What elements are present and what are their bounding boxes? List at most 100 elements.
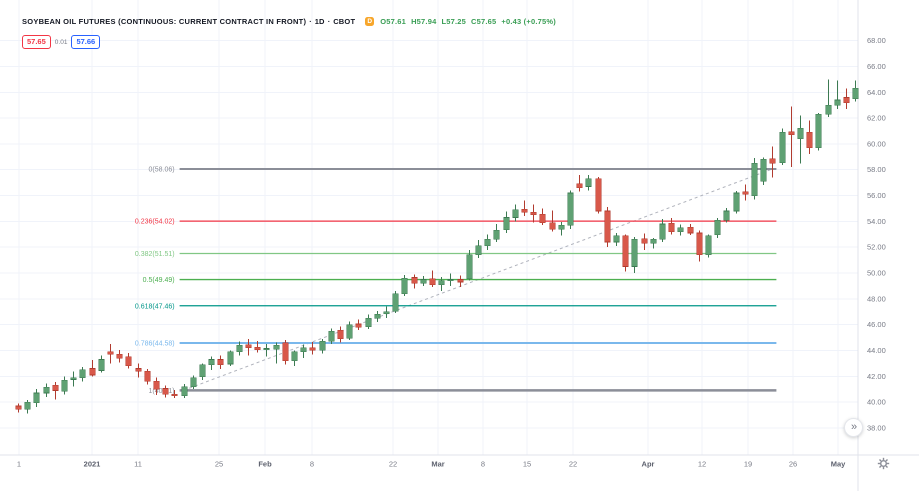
- candle-87: [815, 112, 822, 151]
- candle-83: [779, 128, 786, 166]
- candle-33: [319, 338, 326, 354]
- candle-59: [558, 222, 565, 236]
- candle-9: [98, 355, 105, 373]
- candle-86: [806, 120, 813, 155]
- fib-level-label-0.382: 0.382(51.51): [135, 251, 175, 258]
- time-axis-label: 2021: [84, 460, 101, 469]
- candle-67: [631, 236, 638, 273]
- exchange-label: CBOT: [333, 16, 356, 26]
- candle-1: [24, 400, 31, 414]
- time-axis-label: 19: [744, 460, 752, 469]
- time-axis-label: 26: [789, 460, 797, 469]
- candle-45: [429, 270, 436, 288]
- candle-12: [125, 353, 132, 369]
- fib-level-label-0.618: 0.618(47.46): [135, 303, 175, 310]
- price-axis-label: 50.00: [867, 269, 886, 278]
- candle-20: [199, 363, 206, 381]
- candle-48: [457, 275, 464, 288]
- candle-49: [466, 249, 473, 281]
- candle-44: [420, 276, 427, 286]
- fib-retracement[interactable]: 0(58.06) 0.236(54.02) 0.382(51.51) 0.5(49.4…: [135, 166, 777, 395]
- candle-15: [153, 377, 160, 395]
- candle-11: [116, 349, 123, 363]
- candle-79: [742, 184, 749, 201]
- candle-2: [33, 389, 40, 408]
- price-axis-label: 52.00: [867, 243, 886, 252]
- candle-75: [705, 234, 712, 258]
- time-axis-label: 12: [698, 460, 706, 469]
- candle-62: [585, 174, 592, 191]
- candle-5: [61, 376, 68, 395]
- candle-65: [613, 232, 620, 246]
- high-value: H57.94: [411, 16, 437, 26]
- candle-90: [843, 88, 850, 110]
- time-axis-label: May: [831, 460, 846, 469]
- candle-63: [595, 176, 602, 214]
- candle-77: [723, 207, 730, 223]
- candles-layer: [15, 79, 859, 414]
- candle-8: [89, 360, 96, 377]
- sell-button[interactable]: 57.65: [22, 35, 51, 49]
- go-to-realtime-button[interactable]: »: [844, 418, 863, 437]
- time-axis-label: 1: [17, 460, 21, 469]
- price-axis-label: 66.00: [867, 62, 886, 71]
- candle-14: [144, 369, 151, 385]
- time-axis-label: 11: [134, 460, 142, 469]
- legend-separator: ·: [327, 16, 331, 26]
- candle-72: [677, 224, 684, 236]
- time-axis-label: 15: [523, 460, 531, 469]
- time-axis-label: 22: [389, 460, 397, 469]
- candle-84: [788, 106, 795, 168]
- time-axis-label: 8: [310, 460, 314, 469]
- candle-41: [392, 291, 399, 314]
- delayed-data-badge[interactable]: D: [365, 16, 375, 26]
- candle-89: [834, 80, 841, 110]
- legend-title-row[interactable]: SOYBEAN OIL FUTURES (CONTINUOUS: CURRENT…: [22, 14, 556, 28]
- horizontal-gridlines: [0, 40, 858, 429]
- price-axis-label: 58.00: [867, 165, 886, 174]
- candle-46: [438, 276, 445, 292]
- price-axis-label: 56.00: [867, 191, 886, 200]
- candle-35: [337, 326, 344, 343]
- time-axis-label: 25: [215, 460, 223, 469]
- candle-64: [604, 207, 611, 248]
- axis-settings-gear-icon[interactable]: [877, 457, 890, 470]
- candle-78: [733, 191, 740, 214]
- candle-42: [401, 274, 408, 297]
- price-axis-label: 46.00: [867, 320, 886, 329]
- buy-button[interactable]: 57.66: [71, 35, 101, 49]
- symbol-title[interactable]: SOYBEAN OIL FUTURES (CONTINUOUS: CURRENT…: [22, 16, 307, 26]
- price-axis[interactable]: 68.00 66.00 64.00 62.00 60.00 58.00 56.00 54.00…: [867, 36, 886, 432]
- candle-88: [825, 79, 832, 117]
- time-axis[interactable]: 1 2021 11 25 Feb 8 22 Mar 8 15 22 Apr 12 19 26 May: [17, 460, 846, 469]
- candle-80: [751, 158, 758, 200]
- candle-55: [521, 200, 528, 217]
- timeframe-label[interactable]: 1D: [314, 16, 325, 26]
- candle-24: [236, 341, 243, 356]
- candle-51: [484, 234, 491, 250]
- time-axis-label: 8: [481, 460, 485, 469]
- candle-71: [668, 218, 675, 235]
- candle-91: [852, 80, 859, 102]
- candle-23: [227, 350, 234, 366]
- time-axis-label: 22: [569, 460, 577, 469]
- candle-38: [365, 314, 372, 330]
- candle-68: [641, 233, 648, 250]
- candle-21: [208, 356, 215, 370]
- candle-69: [650, 238, 657, 249]
- candle-60: [567, 190, 574, 230]
- candle-58: [549, 210, 556, 232]
- candle-7: [79, 367, 86, 382]
- candle-50: [475, 240, 482, 259]
- candle-22: [217, 355, 224, 370]
- candle-43: [411, 274, 418, 289]
- candle-53: [503, 211, 510, 233]
- price-axis-label: 62.00: [867, 114, 886, 123]
- price-axis-label: 60.00: [867, 139, 886, 148]
- price-axis-label: 64.00: [867, 88, 886, 97]
- price-axis-label: 42.00: [867, 372, 886, 381]
- candle-57: [539, 208, 546, 226]
- candle-56: [530, 204, 537, 223]
